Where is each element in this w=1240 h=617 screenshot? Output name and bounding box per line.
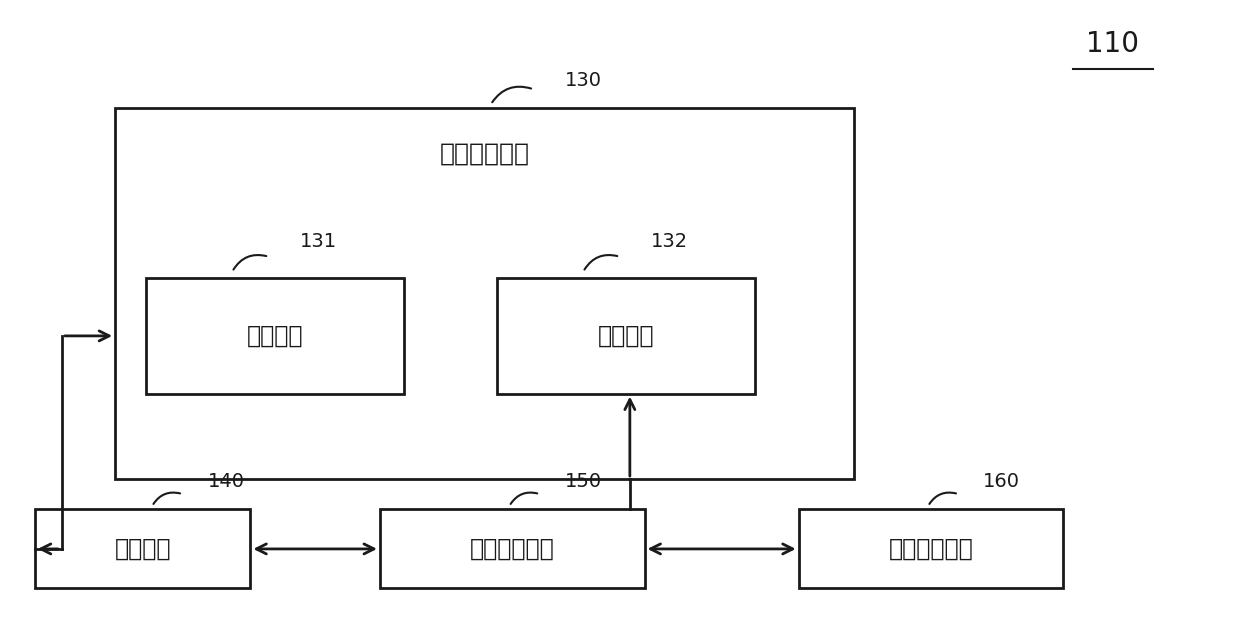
Bar <box>35 510 250 589</box>
Bar <box>497 278 755 394</box>
FancyArrowPatch shape <box>492 86 531 102</box>
Text: 控制模块: 控制模块 <box>114 537 171 561</box>
Text: 数据存储模块: 数据存储模块 <box>889 537 973 561</box>
Bar <box>799 510 1064 589</box>
FancyArrowPatch shape <box>233 255 267 270</box>
FancyArrowPatch shape <box>154 492 180 504</box>
Text: 数据处理模块: 数据处理模块 <box>470 537 554 561</box>
Bar <box>379 510 645 589</box>
Text: 131: 131 <box>300 232 337 251</box>
Text: 160: 160 <box>983 473 1021 492</box>
Text: 射频单元: 射频单元 <box>598 324 655 348</box>
FancyArrowPatch shape <box>511 492 537 504</box>
Text: 信号获取模块: 信号获取模块 <box>439 141 529 165</box>
Bar <box>146 278 404 394</box>
Text: 磁体单元: 磁体单元 <box>247 324 304 348</box>
FancyArrowPatch shape <box>929 492 956 504</box>
Text: 110: 110 <box>1086 30 1140 58</box>
Text: 150: 150 <box>564 473 601 492</box>
Bar <box>115 107 854 479</box>
Text: 140: 140 <box>207 473 244 492</box>
Text: 132: 132 <box>651 232 688 251</box>
FancyArrowPatch shape <box>584 255 618 270</box>
Text: 130: 130 <box>564 71 601 89</box>
